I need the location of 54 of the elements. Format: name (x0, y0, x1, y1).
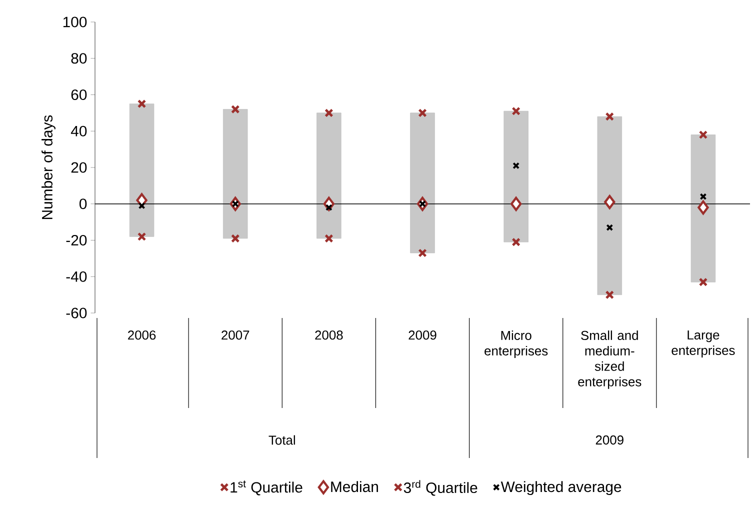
point (512, 162, 520, 170)
x-tick-label: Micro enterprises (484, 330, 548, 358)
y-tick-label: 100 (63, 16, 87, 28)
point (232, 200, 239, 208)
bar (690, 134, 716, 282)
x-tick-label: Large enterprises (672, 330, 735, 358)
point (510, 196, 522, 211)
point (325, 204, 332, 211)
y-tick-label: -40 (66, 271, 87, 282)
point (418, 248, 427, 258)
y-axis-title: Number of days (42, 115, 56, 220)
point (137, 232, 146, 241)
point (138, 202, 146, 210)
point (605, 290, 614, 300)
bar (504, 110, 528, 242)
point (230, 104, 240, 114)
point (324, 234, 334, 243)
point (698, 130, 708, 140)
point (606, 224, 614, 231)
bar (410, 112, 435, 254)
point (324, 108, 334, 118)
point (700, 193, 707, 200)
point (698, 278, 708, 286)
legend-label: 3$^{rd}$ Quartile (404, 480, 478, 496)
point (512, 238, 520, 246)
text: 2009 (596, 435, 624, 445)
bar (316, 112, 342, 239)
legend-label: 1$^{st}$ Quartile (230, 480, 302, 496)
point (605, 112, 614, 121)
bar (223, 109, 248, 239)
point (698, 200, 709, 215)
y-tick-label: 80 (71, 53, 87, 64)
point (230, 234, 240, 243)
y-tick-label: 40 (70, 126, 87, 136)
point (604, 194, 616, 210)
text: Total (268, 435, 295, 445)
y-tick-label: 20 (71, 162, 87, 173)
point (418, 108, 427, 118)
legend-label: Weighted average (500, 481, 622, 496)
y-tick-label: -20 (66, 234, 87, 246)
bar (129, 104, 154, 237)
x-tick-label: 2007 (222, 330, 250, 340)
y-tick-label: 60 (71, 89, 87, 100)
y-tick-label: -60 (66, 308, 87, 318)
x-tick-label: 2009 (408, 330, 436, 340)
bar (597, 116, 622, 296)
x-tick-label: 2008 (315, 330, 343, 340)
x-tick-label: Small and medium-sized enterprises (578, 330, 642, 389)
point (137, 99, 146, 108)
y-tick-label: 0 (80, 198, 87, 210)
point (419, 200, 426, 208)
x-tick-label: 2006 (128, 330, 156, 340)
point (512, 106, 520, 116)
legend-label: Median (331, 481, 378, 492)
